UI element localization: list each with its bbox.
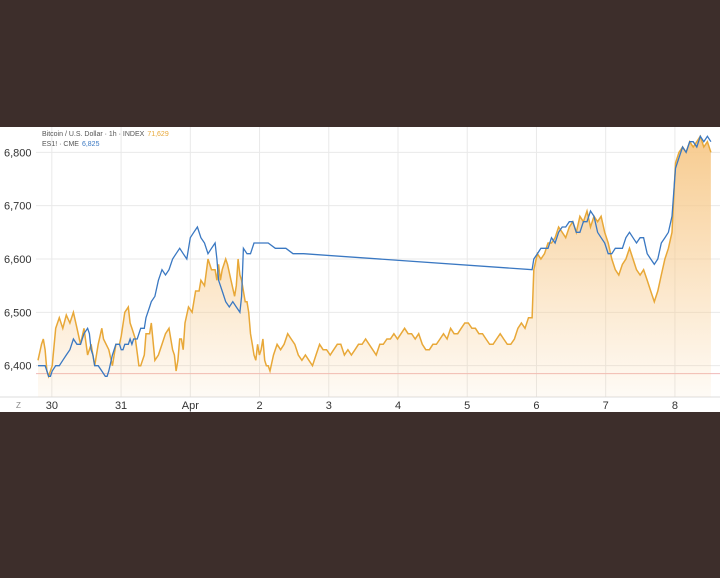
x-tick-label: 8 — [672, 400, 678, 412]
y-tick-label: 6,700 — [4, 201, 32, 213]
legend-series-label: ES1! · CME — [42, 141, 79, 148]
x-tick-label: 4 — [395, 400, 401, 412]
x-tick-label: 3 — [326, 400, 332, 412]
legend-series-value: 71,629 — [147, 131, 169, 138]
legend-series-value: 6,825 — [81, 141, 100, 148]
legend-series-es1[interactable]: ES1! · CME 6,825 — [42, 140, 99, 149]
series-area-layer — [38, 136, 711, 398]
x-tick-label: 30 — [46, 400, 58, 412]
x-tick-label: 7 — [603, 400, 609, 412]
series-area-bitcoin — [38, 136, 711, 398]
x-axis: 30 31 Apr 2 3 4 5 6 7 8 — [46, 400, 678, 412]
x-tick-label: Apr — [182, 400, 199, 412]
series-line-layer — [37, 134, 712, 379]
x-tick-label: 31 — [115, 400, 127, 412]
legend-series-label: Bitcoin / U.S. Dollar · 1h · INDEX — [42, 131, 145, 138]
y-axis: 6,400 6,500 6,600 6,700 6,800 — [4, 147, 32, 372]
timezone-icon[interactable]: Z — [16, 401, 21, 410]
y-tick-label: 6,800 — [4, 147, 32, 159]
series-line-bitcoin — [37, 134, 712, 379]
legend-series-bitcoin[interactable]: Bitcoin / U.S. Dollar · 1h · INDEX 71,629 — [42, 130, 169, 139]
series-line-es1 — [38, 134, 712, 377]
y-tick-label: 6,400 — [4, 361, 32, 373]
x-tick-label: 5 — [464, 400, 470, 412]
y-tick-label: 6,600 — [4, 254, 32, 266]
chart-panel[interactable]: 6,400 6,500 6,600 6,700 6,800 30 31 Apr 2 3 4 5 6 7 8… — [0, 127, 720, 412]
x-tick-label: 6 — [533, 400, 539, 412]
chart-plot[interactable]: 6,400 6,500 6,600 6,700 6,800 30 31 Apr 2 3 4 5 6 7 8… — [0, 127, 720, 412]
x-tick-label: 2 — [256, 400, 262, 412]
y-tick-label: 6,500 — [4, 307, 32, 319]
